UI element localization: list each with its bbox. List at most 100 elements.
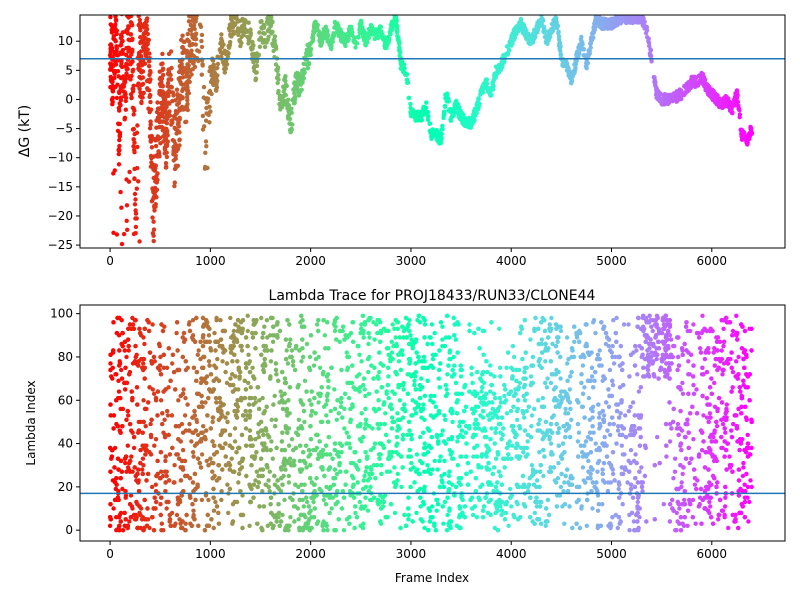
top-data-point [183,74,189,79]
top-data-point [282,98,287,104]
top-data-point [120,7,124,11]
top-data-point [160,119,166,124]
top-data-point [331,31,336,36]
top-data-point [194,7,198,11]
top-data-point [648,53,653,59]
top-data-point [556,34,562,39]
top-data-point [193,7,197,11]
top-data-point [394,17,399,22]
top-data-point [442,104,448,109]
top-data-point [342,40,347,45]
top-data-point [164,104,169,110]
top-data-point [319,33,324,38]
top-data-point [395,29,400,34]
top-data-point [206,112,211,118]
top-data-point [188,7,192,11]
top-data-point [135,165,140,171]
top-data-point [250,46,255,51]
top-data-point [639,18,645,23]
top-data-point [142,21,147,26]
top-data-point [527,41,533,47]
top-data-point [180,86,186,92]
top-data-point [730,104,735,109]
top-data-point [191,7,195,11]
bottom-data-point [487,417,492,422]
top-data-point [479,88,485,93]
top-data-point [116,148,121,153]
top-data-point [170,98,175,104]
top-data-point [386,34,391,40]
top-data-point [198,7,202,11]
top-data-point [207,69,212,74]
top-data-point [153,189,158,194]
top-x-tick-label: 6000 [697,254,728,268]
top-data-point [173,156,178,161]
top-data-point [443,95,448,100]
top-data-point [406,95,412,101]
top-data-point [199,38,204,44]
top-data-point [127,7,131,11]
top-data-point [289,110,294,116]
top-data-point [557,40,563,45]
top-data-point [662,92,667,97]
top-data-point [122,78,127,84]
top-data-point [739,128,744,133]
top-data-point [564,61,570,66]
top-data-point [399,66,404,71]
top-data-point [150,215,155,220]
top-data-point [262,44,268,50]
top-data-point [125,227,130,232]
top-data-point [151,195,156,200]
top-data-point [721,104,727,109]
top-data-point [271,37,276,43]
top-data-point [127,169,132,175]
top-data-point [169,118,174,124]
top-data-point [221,42,226,47]
top-data-point [164,154,170,160]
top-data-point [138,40,143,46]
top-data-point [465,116,470,122]
top-data-point [134,186,139,191]
top-data-point [733,91,738,96]
top-data-point [585,60,590,65]
top-data-point [128,77,133,82]
top-data-point [482,85,487,90]
top-data-point [464,123,469,128]
top-data-point [518,19,523,25]
top-data-point [111,230,116,235]
top-data-point [145,39,150,44]
top-data-point [310,38,316,43]
top-data-point [268,21,273,26]
top-data-point [201,84,207,90]
top-data-point [131,126,136,132]
top-data-point [276,72,281,78]
top-data-point [219,54,224,59]
top-data-point [612,23,617,28]
top-data-point [241,33,246,38]
top-data-point [232,15,237,20]
top-data-point [160,66,166,71]
top-data-point [117,90,122,96]
top-data-point [653,83,658,89]
top-data-point [278,104,284,110]
top-data-point [699,71,705,76]
top-data-point [128,7,132,11]
top-data-point [483,77,489,83]
top-data-point [386,40,391,45]
top-y-tick-label: −5 [55,122,73,136]
top-data-point [163,161,169,166]
top-data-point [528,35,533,40]
top-data-point [187,43,192,48]
top-data-point [171,138,177,144]
top-data-point [421,108,426,113]
top-data-point [130,89,136,94]
top-data-point [126,37,131,42]
top-data-point [476,96,481,101]
top-data-point [208,79,214,85]
top-data-point [197,7,201,11]
top-data-point [746,134,751,139]
top-data-point [176,122,181,128]
top-data-point [267,15,272,18]
top-data-point [196,7,200,11]
top-data-point [318,43,323,48]
